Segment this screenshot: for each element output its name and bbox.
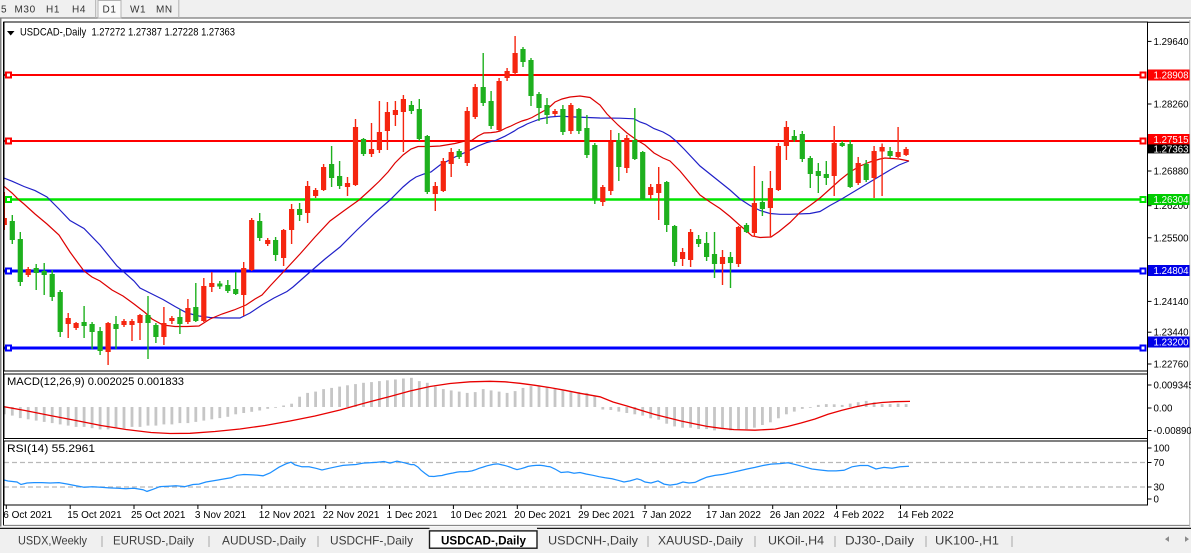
svg-text:22 Nov 2021: 22 Nov 2021 [323,510,380,521]
svg-text:1.26880: 1.26880 [1154,167,1190,178]
svg-text:DJ30-,Daily: DJ30-,Daily [845,534,914,548]
svg-text:6 Oct 2021: 6 Oct 2021 [3,510,52,521]
svg-text:W1: W1 [130,5,146,16]
svg-text:1.27363: 1.27363 [1154,144,1189,155]
svg-text:25 Oct 2021: 25 Oct 2021 [131,510,186,521]
svg-text:5: 5 [1,5,7,16]
svg-text:1.24804: 1.24804 [1154,266,1190,277]
svg-text:USDCAD-,Daily: USDCAD-,Daily [441,536,527,548]
svg-text:USDCHF-,Daily: USDCHF-,Daily [330,534,413,548]
svg-text:30: 30 [1154,483,1165,494]
svg-text:4 Feb 2022: 4 Feb 2022 [834,510,885,521]
svg-text:29 Dec 2021: 29 Dec 2021 [578,510,635,521]
svg-text:1.23200: 1.23200 [1154,338,1190,349]
svg-text:AUDUSD-,Daily: AUDUSD-,Daily [222,534,306,548]
svg-text:1.29640: 1.29640 [1154,37,1190,48]
svg-text:1.27515: 1.27515 [1154,135,1189,146]
svg-text:MACD(12,26,9) 0.002025 0.00183: MACD(12,26,9) 0.002025 0.001833 [7,376,184,388]
svg-text:17 Jan 2022: 17 Jan 2022 [706,510,761,521]
svg-text:14 Feb 2022: 14 Feb 2022 [898,510,955,521]
svg-text:1.26304: 1.26304 [1154,195,1190,206]
svg-text:D1: D1 [103,5,117,16]
svg-text:RSI(14) 55.2961: RSI(14) 55.2961 [7,443,95,455]
svg-text:1.28260: 1.28260 [1154,100,1190,111]
svg-text:UKOil-,H4: UKOil-,H4 [768,534,824,548]
svg-text:H4: H4 [72,5,86,16]
svg-text:M30: M30 [15,5,36,16]
svg-text:UK100-,H1: UK100-,H1 [935,534,999,548]
svg-text:3 Nov 2021: 3 Nov 2021 [195,510,247,521]
svg-text:26 Jan 2022: 26 Jan 2022 [770,510,825,521]
svg-text:-0.008903: -0.008903 [1154,426,1191,437]
svg-text:1 Dec 2021: 1 Dec 2021 [387,510,439,521]
svg-text:USDCAD-,Daily 1.27272 1.27387: USDCAD-,Daily 1.27272 1.27387 1.27228 1.… [20,27,235,39]
svg-text:100: 100 [1154,444,1171,455]
svg-text:7 Jan 2022: 7 Jan 2022 [642,510,692,521]
svg-text:USDCNH-,Daily: USDCNH-,Daily [548,534,638,548]
svg-text:10 Dec 2021: 10 Dec 2021 [450,510,507,521]
svg-text:1.26200: 1.26200 [1154,201,1190,212]
svg-text:H1: H1 [46,5,60,16]
svg-text:EURUSD-,Daily: EURUSD-,Daily [113,534,194,548]
svg-text:XAUUSD-,Daily: XAUUSD-,Daily [658,534,743,548]
svg-text:USDX,Weekly: USDX,Weekly [18,534,87,548]
svg-text:0.009345: 0.009345 [1154,381,1191,392]
svg-text:1.28908: 1.28908 [1154,71,1189,82]
svg-text:1.23440: 1.23440 [1154,328,1190,339]
svg-text:12 Nov 2021: 12 Nov 2021 [259,510,316,521]
svg-text:70: 70 [1154,458,1165,469]
svg-text:1.22760: 1.22760 [1154,360,1190,371]
svg-text:0.00: 0.00 [1154,404,1173,415]
svg-text:MN: MN [156,5,173,16]
svg-text:0: 0 [1154,495,1160,506]
svg-text:1.24140: 1.24140 [1154,297,1190,308]
svg-text:20 Dec 2021: 20 Dec 2021 [514,510,571,521]
svg-text:1.25500: 1.25500 [1154,233,1190,244]
svg-text:15 Oct 2021: 15 Oct 2021 [67,510,122,521]
